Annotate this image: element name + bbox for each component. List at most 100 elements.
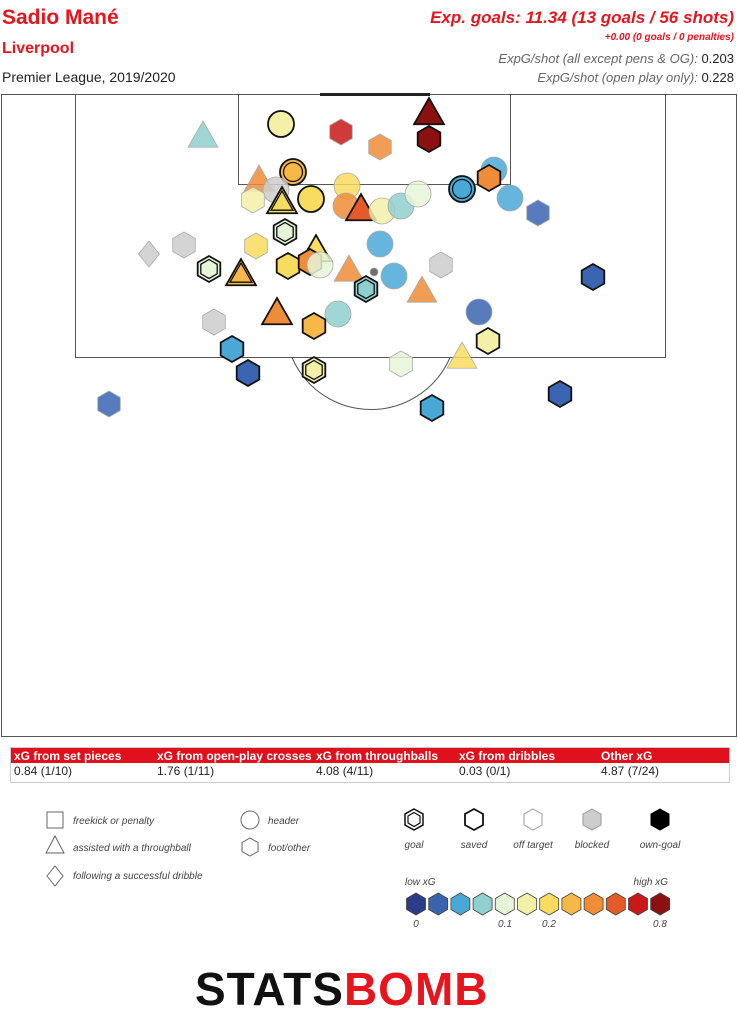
shot-marker	[196, 254, 222, 284]
shot-marker	[446, 341, 478, 369]
shot-marker	[224, 257, 258, 287]
legend-off-target-label: off target	[513, 840, 554, 851]
xg-per-shot-open-label: ExpG/shot (open play only):	[537, 70, 698, 85]
shot-marker	[580, 262, 606, 292]
shot-marker	[448, 175, 476, 203]
xg-per-shot-all: ExpG/shot (all except pens & OG): 0.203	[498, 51, 734, 66]
diamond-icon	[46, 865, 64, 887]
shot-marker	[416, 124, 442, 154]
legend-goal-label: goal	[405, 840, 425, 851]
shot-marker	[172, 231, 196, 259]
legend-own-goal-label: own-goal	[640, 840, 681, 851]
shot-marker	[389, 350, 413, 378]
table-header-throughballs: xG from throughballs	[316, 749, 439, 763]
shot-marker	[406, 275, 438, 303]
shot-marker	[475, 326, 501, 356]
shot-marker	[97, 390, 121, 418]
legend-blocked-label: blocked	[575, 840, 610, 851]
scale-swatch	[494, 892, 515, 916]
xg-per-shot-all-label: ExpG/shot (all except pens & OG):	[498, 51, 698, 66]
shot-marker	[219, 334, 245, 364]
shot-marker	[279, 158, 307, 186]
shot-map-pitch	[1, 93, 737, 737]
own-goal-outcome-icon	[650, 808, 670, 831]
scale-swatch	[583, 892, 604, 916]
shot-marker	[301, 355, 327, 385]
table-value-throughballs: 4.08 (4/11)	[316, 764, 374, 778]
shot-marker	[324, 300, 352, 328]
xg-color-scale	[406, 892, 671, 916]
shot-marker	[380, 262, 408, 290]
goal-outcome-icon	[404, 808, 424, 831]
xg-breakdown-header: xG from set pieces xG from open-play cro…	[11, 748, 729, 763]
shot-marker	[496, 184, 524, 212]
xg-per-shot-open: ExpG/shot (open play only): 0.228	[537, 70, 734, 85]
blocked-outcome-icon	[582, 808, 602, 831]
scale-swatch	[539, 892, 560, 916]
table-value-dribbles: 0.03 (0/1)	[459, 764, 511, 778]
scale-swatch	[561, 892, 582, 916]
shot-marker	[333, 254, 365, 282]
scale-swatch	[472, 892, 493, 916]
shot-marker	[267, 110, 295, 138]
table-header-dribbles: xG from dribbles	[459, 749, 556, 763]
shot-marker	[476, 163, 502, 193]
shot-marker	[368, 133, 392, 161]
penalty-arc	[291, 357, 451, 411]
legend-square-label: freekick or penalty	[73, 816, 155, 827]
shot-marker	[344, 192, 378, 222]
scale-tick-0: 0	[413, 919, 419, 930]
off-target-outcome-icon	[523, 808, 543, 831]
shot-marker	[260, 296, 294, 326]
scale-tick-0-2: 0.2	[542, 919, 556, 930]
shot-marker	[419, 393, 445, 423]
triangle-icon	[45, 834, 65, 854]
shot-marker	[265, 185, 299, 215]
xg-penalties: +0.00 (0 goals / 0 penalties)	[604, 32, 734, 43]
square-icon	[46, 811, 64, 829]
shot-marker	[187, 120, 219, 148]
competition-label: Premier League, 2019/2020	[2, 69, 176, 85]
shot-marker	[202, 308, 226, 336]
shot-marker	[547, 379, 573, 409]
hexagon-icon	[241, 837, 259, 857]
shot-marker	[404, 180, 432, 208]
shots-layer	[97, 96, 606, 423]
scale-swatch	[650, 892, 671, 916]
statsbomb-logo: STATSBOMB	[195, 962, 489, 1016]
legend-low-xg: low xG	[405, 877, 436, 888]
scale-swatch	[450, 892, 471, 916]
legend-diamond-label: following a successful dribble	[73, 871, 203, 882]
shot-marker	[244, 232, 268, 260]
scale-swatch	[406, 892, 426, 916]
shot-marker	[353, 274, 379, 304]
shot-marker	[235, 358, 261, 388]
table-value-crosses: 1.76 (1/11)	[157, 764, 215, 778]
shot-marker	[272, 217, 298, 247]
xg-breakdown-values: 0.84 (1/10) 1.76 (1/11) 4.08 (4/11) 0.03…	[11, 763, 729, 781]
legend-triangle-label: assisted with a throughball	[73, 843, 192, 854]
scale-swatch	[628, 892, 648, 916]
xg-per-shot-open-value: 0.228	[701, 70, 734, 85]
xg-per-shot-all-value: 0.203	[701, 51, 734, 66]
team-name: Liverpool	[2, 40, 75, 57]
shot-marker	[465, 298, 493, 326]
xg-summary: Exp. goals: 11.34 (13 goals / 56 shots)	[430, 8, 734, 27]
table-header-crosses: xG from open-play crosses	[157, 749, 312, 763]
shot-marker	[329, 118, 353, 146]
shot-marker	[306, 251, 334, 279]
scale-tick-0-8: 0.8	[653, 919, 667, 930]
shot-marker	[297, 185, 325, 213]
shot-marker	[241, 186, 265, 214]
penalty-box	[75, 94, 666, 358]
shot-marker	[301, 311, 327, 341]
xg-breakdown-table: xG from set pieces xG from open-play cro…	[10, 747, 730, 783]
scale-swatch	[517, 892, 537, 916]
shot-marker	[369, 267, 379, 277]
shot-marker	[366, 230, 394, 258]
shot-marker	[526, 199, 550, 227]
legend-circle-label: header	[268, 816, 300, 827]
table-value-other: 4.87 (7/24)	[601, 764, 660, 778]
table-value-set-pieces: 0.84 (1/10)	[14, 764, 73, 778]
logo-part-stats: STATS	[195, 963, 344, 1015]
